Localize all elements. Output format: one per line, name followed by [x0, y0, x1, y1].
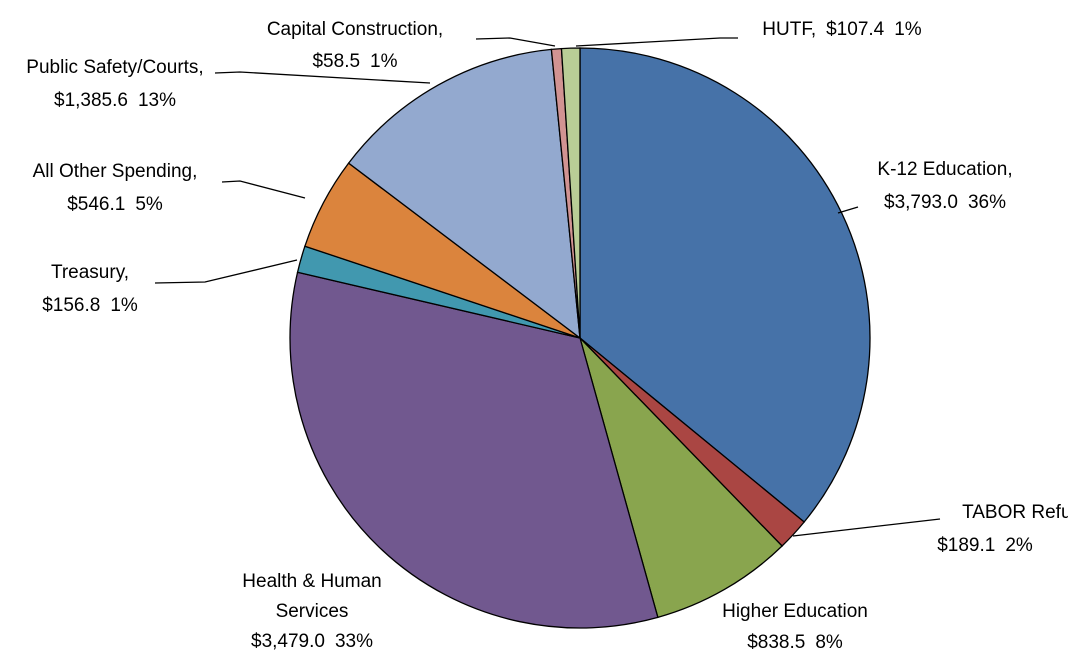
category-label: Health & Human Services	[242, 571, 382, 622]
pie-wedge	[579, 337, 783, 619]
leader-line	[214, 71, 431, 84]
percent-label: 1%	[370, 51, 398, 72]
category-label: Capital Construction,	[266, 19, 444, 40]
category-label: K-12 Education,	[877, 159, 1013, 180]
value-label: $107.4	[826, 19, 885, 40]
leader-line	[154, 259, 298, 284]
value-line: $156.8 1%	[42, 291, 138, 321]
pie-wedge	[579, 47, 871, 523]
value-line: $546.1 5%	[67, 190, 163, 220]
category-label: TABOR Refund,	[962, 502, 1068, 523]
value-label: $3,479.0	[251, 631, 325, 652]
leader-line	[475, 37, 556, 47]
leader-line	[575, 37, 738, 47]
percent-label: 13%	[137, 90, 176, 111]
leader-line	[837, 206, 859, 214]
value-label: $189.1	[937, 535, 996, 556]
percent-label: 1%	[894, 19, 922, 40]
leader-line	[221, 180, 306, 199]
value-label: $3,793.0	[884, 192, 958, 213]
value-line: $3,793.0 36%	[884, 188, 1006, 218]
value-label: $1,385.6	[54, 90, 128, 111]
percent-label: 5%	[135, 194, 163, 215]
value-label: $58.5	[312, 51, 361, 72]
category-text: HUTF,	[762, 19, 817, 40]
value-line: $3,479.0 33%	[251, 627, 373, 654]
value-line: $838.5 8%	[747, 628, 843, 654]
pie-wedge	[347, 48, 581, 340]
percent-label: 1%	[110, 295, 138, 316]
category-label: Public Safety/Courts,	[26, 57, 204, 78]
leader-line	[792, 518, 941, 537]
category-label: Higher Education	[722, 601, 868, 622]
category-label: Treasury,	[50, 262, 130, 283]
category-label: All Other Spending,	[32, 161, 198, 182]
value-label: $156.8	[42, 295, 101, 316]
percent-label: 2%	[1005, 535, 1033, 556]
value-label: $546.1	[67, 194, 126, 215]
percent-label: 36%	[967, 192, 1006, 213]
percent-label: 33%	[334, 631, 373, 652]
pie-wedge	[560, 47, 581, 339]
percent-label: 8%	[815, 632, 843, 653]
value-line: $1,385.6 13%	[54, 86, 176, 116]
value-line: $189.1 2%	[937, 531, 1033, 561]
value-line: $58.5 1%	[312, 47, 397, 77]
pie-wedge	[289, 271, 659, 629]
label-line: HUTF, $107.4 1%	[762, 15, 921, 45]
value-label: $838.5	[747, 632, 806, 653]
